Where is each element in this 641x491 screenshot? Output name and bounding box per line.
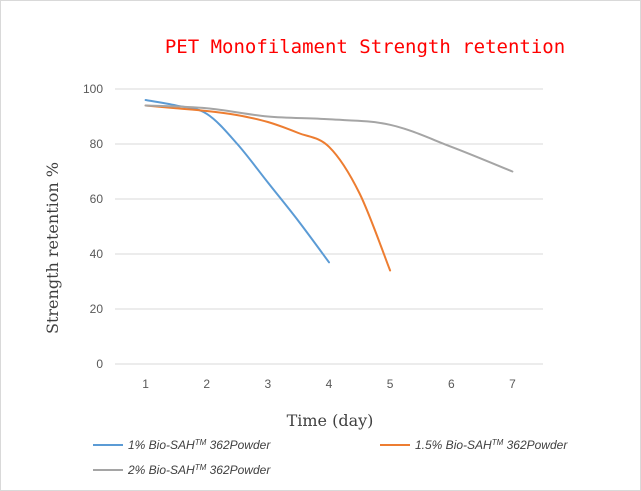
- legend: 1% Bio-SAHTM 362Powder 1.5% Bio-SAHTM 362…: [93, 438, 568, 478]
- x-axis-ticks: 1 2 3 4 5 6 7: [142, 377, 516, 391]
- series-lines: [144, 99, 514, 272]
- y-tick-label-4: 80: [90, 137, 104, 151]
- legend-label-0: 1% Bio-SAHTM 362Powder: [128, 438, 271, 453]
- chart-title: PET Monofilament Strength retention: [165, 36, 565, 58]
- x-axis-title: Time (day): [287, 411, 374, 430]
- x-tick-label-6: 7: [509, 377, 516, 391]
- x-tick-label-3: 4: [326, 377, 333, 391]
- x-tick-label-1: 2: [203, 377, 210, 391]
- y-tick-label-1: 20: [90, 302, 104, 316]
- y-tick-label-3: 60: [90, 192, 104, 206]
- y-tick-label-0: 0: [96, 357, 103, 371]
- legend-label-1: 1.5% Bio-SAHTM 362Powder: [415, 438, 568, 453]
- y-axis-title: Strength retention %: [43, 162, 62, 334]
- legend-label-2: 2% Bio-SAHTM 362Powder: [127, 463, 271, 478]
- x-tick-label-0: 1: [142, 377, 149, 391]
- y-tick-label-5: 100: [83, 82, 103, 96]
- y-tick-label-2: 40: [90, 247, 104, 261]
- y-axis-ticks: 0 20 40 60 80 100: [83, 82, 103, 371]
- x-tick-label-4: 5: [387, 377, 394, 391]
- x-tick-label-5: 6: [448, 377, 455, 391]
- series-line-0: [144, 99, 330, 264]
- series-line-2: [144, 104, 514, 173]
- series-line-1: [144, 104, 392, 272]
- x-tick-label-2: 3: [265, 377, 272, 391]
- gridlines: [115, 88, 543, 365]
